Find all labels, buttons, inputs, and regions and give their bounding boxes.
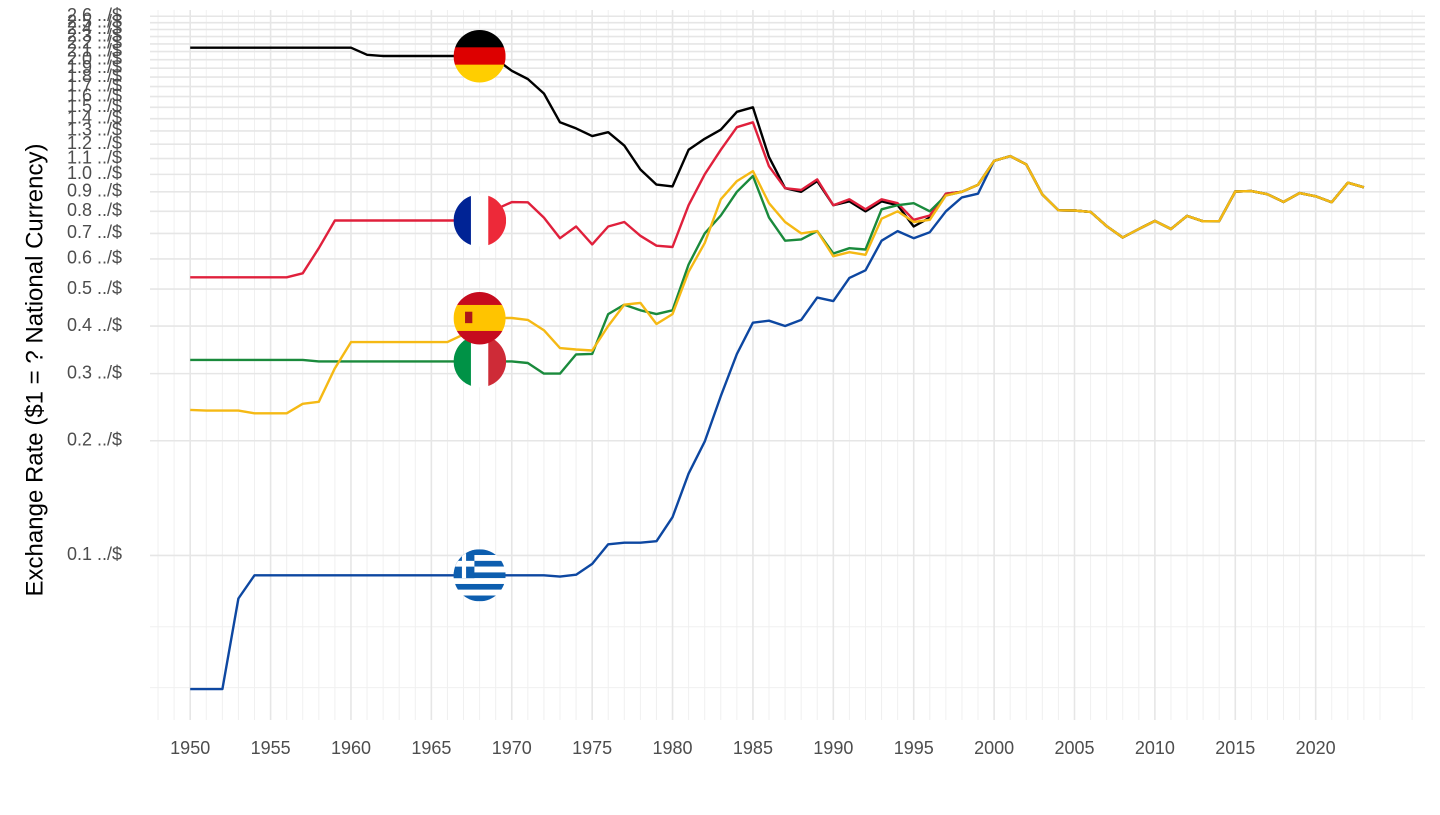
y-tick-label: 0.1 ../$ bbox=[67, 544, 122, 564]
x-tick-label: 2000 bbox=[974, 738, 1014, 758]
x-tick-label: 1960 bbox=[331, 738, 371, 758]
flag-part bbox=[453, 291, 506, 306]
y-tick-label: 1.0 ../$ bbox=[67, 163, 122, 183]
y-axis-title: Exchange Rate ($1 = ? National Currency) bbox=[21, 144, 48, 597]
x-tick-label: 1955 bbox=[251, 738, 291, 758]
x-tick-label: 2015 bbox=[1215, 738, 1255, 758]
flag-part bbox=[453, 595, 506, 602]
y-tick-label: 2.0 ../$ bbox=[67, 48, 122, 68]
y-tick-label: 0.3 ../$ bbox=[67, 362, 122, 382]
flag-part bbox=[453, 555, 506, 561]
series-line bbox=[190, 154, 1365, 691]
x-tick-label: 1990 bbox=[813, 738, 853, 758]
flag-part bbox=[488, 335, 507, 388]
x-tick-label: 1980 bbox=[653, 738, 693, 758]
y-tick-label: 1.1 ../$ bbox=[67, 147, 122, 167]
series-line bbox=[190, 46, 1365, 239]
x-tick-label: 1965 bbox=[411, 738, 451, 758]
flag-part bbox=[453, 47, 506, 66]
flag-icon bbox=[453, 29, 506, 83]
y-tick-label: 0.4 ../$ bbox=[67, 315, 122, 335]
flag-part bbox=[453, 572, 506, 579]
x-tick-label: 1970 bbox=[492, 738, 532, 758]
y-tick-label: 2.4 ../$ bbox=[67, 18, 122, 38]
y-tick-label: 1.4 ../$ bbox=[67, 107, 122, 127]
y-tick-label: 0.9 ../$ bbox=[67, 181, 122, 201]
series-line bbox=[190, 154, 1365, 415]
flag-part bbox=[453, 560, 506, 567]
x-tick-label: 1975 bbox=[572, 738, 612, 758]
x-tick-label: 1950 bbox=[170, 738, 210, 758]
flag-part bbox=[453, 566, 506, 573]
y-tick-label: 2.5 ../$ bbox=[67, 11, 122, 31]
series-line bbox=[190, 121, 1365, 279]
y-tick-label: 2.6 ../$ bbox=[67, 5, 122, 25]
y-tick-label: 0.7 ../$ bbox=[67, 222, 122, 242]
flag-part bbox=[488, 194, 507, 247]
flag-icon bbox=[453, 291, 506, 345]
y-tick-label: 0.2 ../$ bbox=[67, 429, 122, 449]
y-tick-label: 1.9 ../$ bbox=[67, 57, 122, 77]
flag-icon bbox=[453, 549, 506, 602]
flag-part bbox=[453, 29, 506, 48]
y-tick-label: 0.6 ../$ bbox=[67, 248, 122, 268]
flag-icon bbox=[453, 335, 507, 388]
flag-part bbox=[470, 335, 489, 388]
y-tick-label: 1.8 ../$ bbox=[67, 66, 122, 86]
flag-part bbox=[465, 311, 473, 324]
x-tick-label: 2010 bbox=[1135, 738, 1175, 758]
flag-part bbox=[453, 560, 475, 567]
flag-icon bbox=[453, 194, 507, 247]
flag-part bbox=[453, 64, 506, 83]
y-tick-label: 2.3 ../$ bbox=[67, 25, 122, 45]
x-tick-label: 1995 bbox=[894, 738, 934, 758]
flag-part bbox=[453, 578, 506, 584]
y-tick-label: 1.2 ../$ bbox=[67, 133, 122, 153]
flag-part bbox=[453, 194, 472, 247]
y-tick-label: 1.5 ../$ bbox=[67, 96, 122, 116]
x-tick-label: 1985 bbox=[733, 738, 773, 758]
x-tick-label: 2005 bbox=[1054, 738, 1094, 758]
y-tick-label: 0.5 ../$ bbox=[67, 278, 122, 298]
y-tick-label: 1.7 ../$ bbox=[67, 75, 122, 95]
y-tick-label: 0.8 ../$ bbox=[67, 200, 122, 220]
y-tick-label: 2.2 ../$ bbox=[67, 33, 122, 53]
flag-part bbox=[453, 589, 506, 596]
y-tick-label: 1.6 ../$ bbox=[67, 85, 122, 105]
flag-part bbox=[453, 583, 506, 590]
y-tick-label: 2.1 ../$ bbox=[67, 40, 122, 60]
flag-part bbox=[453, 549, 506, 556]
y-tick-label: 1.3 ../$ bbox=[67, 120, 122, 140]
flag-part bbox=[470, 194, 489, 247]
flag-part bbox=[453, 304, 506, 332]
x-tick-label: 2020 bbox=[1296, 738, 1336, 758]
flag-part bbox=[453, 335, 472, 388]
